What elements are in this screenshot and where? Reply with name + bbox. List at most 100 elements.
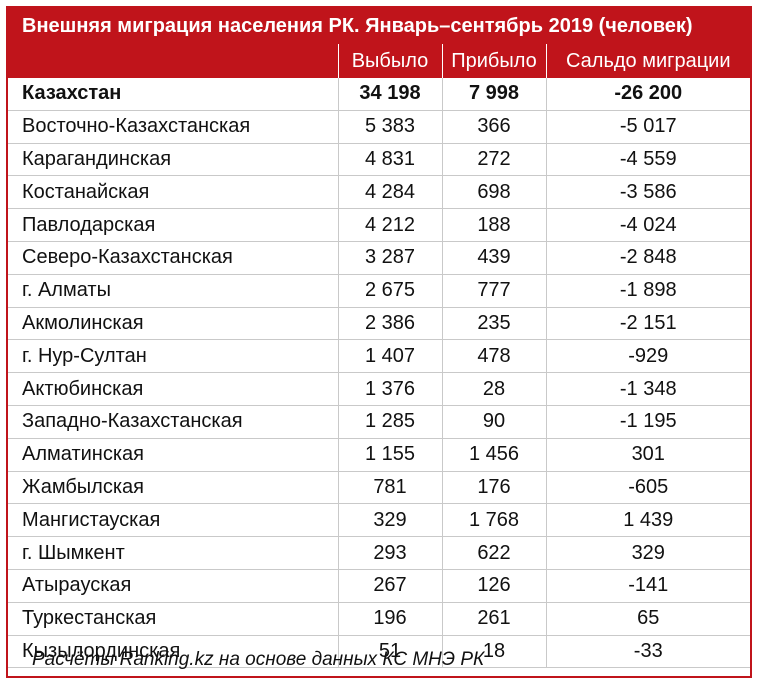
header-in: Прибыло <box>441 44 546 78</box>
table-row: Костанайская 4 284 698 -3 586 <box>8 175 750 210</box>
table-row: Мангистауская 329 1 768 1 439 <box>8 503 750 538</box>
out-cell: 4 284 <box>337 175 442 210</box>
in-cell: 777 <box>441 274 546 308</box>
table-row: г. Шымкент 293 622 329 <box>8 536 750 570</box>
in-cell: 176 <box>441 471 546 505</box>
out-cell: 51 <box>337 635 442 669</box>
table-row: Алматинская 1 155 1 456 301 <box>8 438 750 472</box>
in-cell: 272 <box>441 143 546 177</box>
region-cell: Казахстан <box>8 78 338 111</box>
out-cell: 267 <box>337 569 442 603</box>
balance-cell: 329 <box>545 536 750 570</box>
out-cell: 1 155 <box>337 438 442 472</box>
table-row: Жамбылская 781 176 -605 <box>8 471 750 505</box>
table-title: Внешняя миграция населения РК. Январь–се… <box>8 8 750 44</box>
out-cell: 1 285 <box>337 405 442 439</box>
balance-cell: -2 151 <box>545 307 750 341</box>
region-cell: Алматинская <box>8 438 338 472</box>
region-cell: г. Алматы <box>8 274 338 308</box>
in-cell: 261 <box>441 602 546 636</box>
table-row: Западно-Казахстанская 1 285 90 -1 195 <box>8 405 750 439</box>
in-cell: 188 <box>441 208 546 242</box>
balance-cell: 1 439 <box>545 503 750 538</box>
in-cell: 1 768 <box>441 503 546 538</box>
in-cell: 18 <box>441 635 546 669</box>
out-cell: 2 386 <box>337 307 442 341</box>
balance-cell: -4 559 <box>545 143 750 177</box>
balance-cell: -26 200 <box>545 78 750 111</box>
table-row: Акмолинская 2 386 235 -2 151 <box>8 307 750 341</box>
table-row: Атырауская 267 126 -141 <box>8 569 750 603</box>
balance-cell: 301 <box>545 438 750 472</box>
region-cell: Павлодарская <box>8 208 338 242</box>
balance-cell: -1 195 <box>545 405 750 439</box>
region-cell: Восточно-Казахстанская <box>8 110 338 144</box>
header-region <box>8 44 338 78</box>
region-cell: Актюбинская <box>8 372 338 406</box>
balance-cell: 65 <box>545 602 750 636</box>
header-balance: Сальдо миграции <box>545 44 750 78</box>
region-cell: Жамбылская <box>8 471 338 505</box>
in-cell: 622 <box>441 536 546 570</box>
out-cell: 4 831 <box>337 143 442 177</box>
source-note: Расчёты Ranking.kz на основе данных КС М… <box>32 649 485 670</box>
in-cell: 698 <box>441 175 546 210</box>
region-cell: Костанайская <box>8 175 338 210</box>
region-cell: Западно-Казахстанская <box>8 405 338 439</box>
balance-cell: -605 <box>545 471 750 505</box>
balance-cell: -141 <box>545 569 750 603</box>
out-cell: 329 <box>337 503 442 538</box>
region-cell: г. Нур-Султан <box>8 339 338 374</box>
out-cell: 4 212 <box>337 208 442 242</box>
header-out: Выбыло <box>337 44 442 78</box>
region-cell: Кызылординская <box>8 635 338 669</box>
table-body: Казахстан 34 198 7 998 -26 200 Восточно-Каза… <box>8 78 750 669</box>
total-row: Казахстан 34 198 7 998 -26 200 <box>8 78 750 111</box>
out-cell: 1 407 <box>337 339 442 374</box>
table-row: Карагандинская 4 831 272 -4 559 <box>8 143 750 177</box>
header-row: Выбыло Прибыло Сальдо миграции <box>8 44 750 78</box>
table-row: Павлодарская 4 212 188 -4 024 <box>8 208 750 242</box>
out-cell: 34 198 <box>337 78 442 111</box>
table-row: Туркестанская 196 261 65 <box>8 602 750 636</box>
balance-cell: -1 348 <box>545 372 750 406</box>
in-cell: 7 998 <box>441 78 546 111</box>
migration-table: Выбыло Прибыло Сальдо миграции Казахстан… <box>8 44 750 669</box>
in-cell: 235 <box>441 307 546 341</box>
out-cell: 5 383 <box>337 110 442 144</box>
balance-cell: -5 017 <box>545 110 750 144</box>
table-row: Кызылординская 51 18 -33 <box>8 635 750 669</box>
table-row: г. Нур-Султан 1 407 478 -929 <box>8 339 750 374</box>
balance-cell: -33 <box>545 635 750 669</box>
region-cell: Атырауская <box>8 569 338 603</box>
out-cell: 1 376 <box>337 372 442 406</box>
region-cell: Северо-Казахстанская <box>8 241 338 275</box>
in-cell: 478 <box>441 339 546 374</box>
region-cell: Акмолинская <box>8 307 338 341</box>
balance-cell: -4 024 <box>545 208 750 242</box>
in-cell: 126 <box>441 569 546 603</box>
migration-table-card: Внешняя миграция населения РК. Январь–се… <box>6 6 752 678</box>
balance-cell: -2 848 <box>545 241 750 275</box>
out-cell: 293 <box>337 536 442 570</box>
table-row: Северо-Казахстанская 3 287 439 -2 848 <box>8 241 750 275</box>
balance-cell: -929 <box>545 339 750 374</box>
balance-cell: -1 898 <box>545 274 750 308</box>
in-cell: 90 <box>441 405 546 439</box>
table-row: Восточно-Казахстанская 5 383 366 -5 017 <box>8 110 750 144</box>
balance-cell: -3 586 <box>545 175 750 210</box>
out-cell: 196 <box>337 602 442 636</box>
in-cell: 439 <box>441 241 546 275</box>
region-cell: Карагандинская <box>8 143 338 177</box>
region-cell: Туркестанская <box>8 602 338 636</box>
table-row: Актюбинская 1 376 28 -1 348 <box>8 372 750 406</box>
out-cell: 781 <box>337 471 442 505</box>
in-cell: 28 <box>441 372 546 406</box>
in-cell: 1 456 <box>441 438 546 472</box>
out-cell: 2 675 <box>337 274 442 308</box>
table-row: г. Алматы 2 675 777 -1 898 <box>8 274 750 308</box>
out-cell: 3 287 <box>337 241 442 275</box>
in-cell: 366 <box>441 110 546 144</box>
region-cell: Мангистауская <box>8 503 338 538</box>
region-cell: г. Шымкент <box>8 536 338 570</box>
